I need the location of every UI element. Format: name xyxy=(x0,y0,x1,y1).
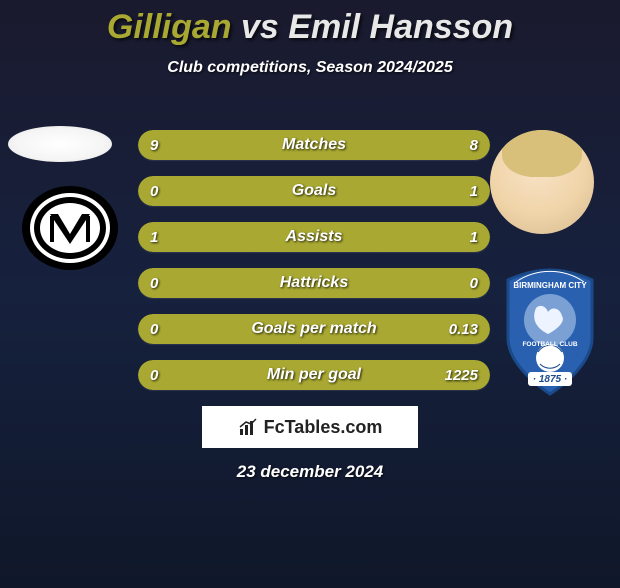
bar-label: Assists xyxy=(138,222,490,252)
stat-bar: 98Matches xyxy=(138,130,490,160)
vs-text: vs xyxy=(232,8,289,46)
stat-bar: 00Hattricks xyxy=(138,268,490,298)
club-right-badge: BIRMINGHAM CITY FOOTBALL CLUB · 1875 · xyxy=(498,268,602,398)
stats-bars: 98Matches 01Goals 11Assists 00Hattricks 00.1… xyxy=(138,130,490,406)
stat-bar: 11Assists xyxy=(138,222,490,252)
brand-chart-icon xyxy=(238,417,258,437)
club-left-badge xyxy=(20,184,120,272)
bar-label: Hattricks xyxy=(138,268,490,298)
page-title: Gilligan vs Emil Hansson xyxy=(0,8,620,47)
bar-label: Min per goal xyxy=(138,360,490,390)
brand-box[interactable]: FcTables.com xyxy=(202,406,418,448)
stat-bar: 01Goals xyxy=(138,176,490,206)
bar-label: Goals xyxy=(138,176,490,206)
bar-label: Matches xyxy=(138,130,490,160)
stat-bar: 00.13Goals per match xyxy=(138,314,490,344)
club-right-top-text: BIRMINGHAM CITY xyxy=(513,281,587,290)
club-right-bottom-text: FOOTBALL CLUB xyxy=(522,341,577,348)
bar-label: Goals per match xyxy=(138,314,490,344)
player-left-name: Gilligan xyxy=(107,8,232,46)
stat-bar: 01225Min per goal xyxy=(138,360,490,390)
brand-text: FcTables.com xyxy=(264,417,383,438)
footer-date: 23 december 2024 xyxy=(0,462,620,482)
player-right-avatar xyxy=(490,130,594,234)
subtitle: Club competitions, Season 2024/2025 xyxy=(0,59,620,77)
player-right-name: Emil Hansson xyxy=(288,8,513,46)
player-left-avatar xyxy=(8,126,112,162)
club-right-year: · 1875 · xyxy=(533,374,567,385)
